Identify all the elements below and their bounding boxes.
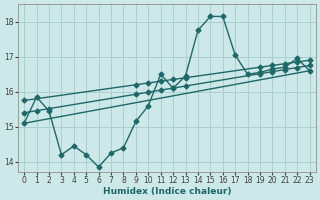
X-axis label: Humidex (Indice chaleur): Humidex (Indice chaleur) <box>103 187 231 196</box>
